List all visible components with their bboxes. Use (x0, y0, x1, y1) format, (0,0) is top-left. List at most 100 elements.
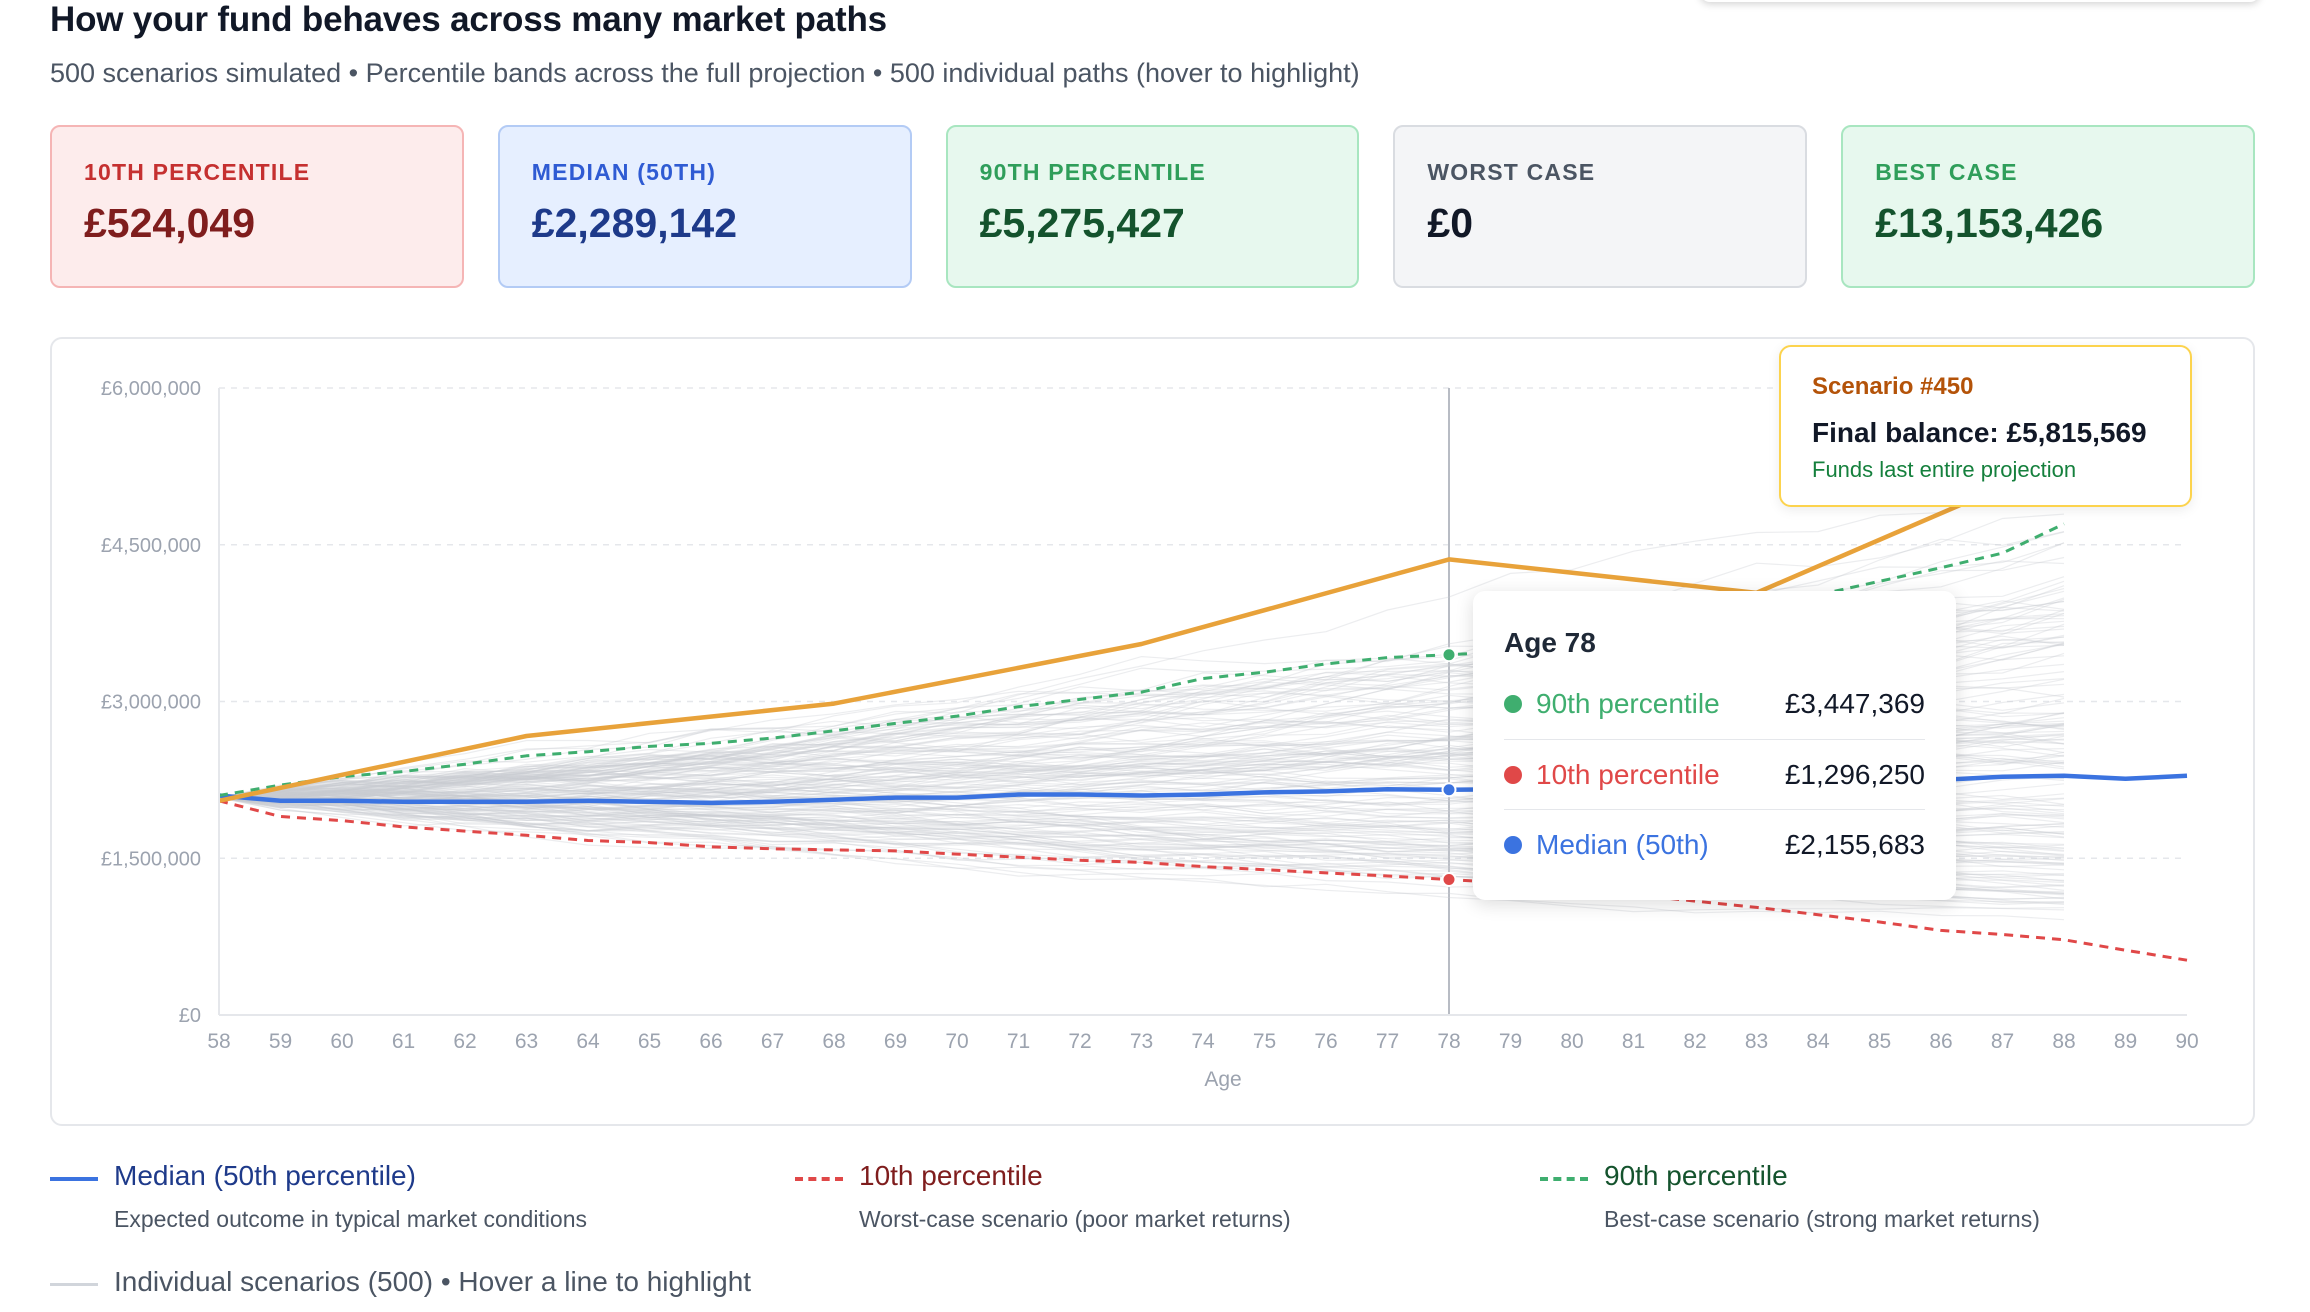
tooltip-row-label: 10th percentile (1536, 758, 1720, 790)
x-tick-label: 72 (1068, 1030, 1091, 1053)
grid-lines (219, 387, 2187, 1015)
x-tick-label: 74 (1191, 1030, 1215, 1053)
dot-icon (1504, 695, 1522, 713)
axes: £0 £1,500,000 £3,000,000 £4,500,000 £6,000,0… (101, 378, 2199, 1091)
tooltip-row-value: £2,155,683 (1784, 828, 1925, 860)
overlay-panel-edge (1700, 0, 2260, 2)
y-tick-label: £1,500,000 (101, 848, 201, 870)
x-tick-label: 80 (1560, 1030, 1583, 1053)
legend-label: 90th percentile (1604, 1160, 1788, 1191)
legend-item-90th[interactable]: 90th percentile Best-case scenario (stro… (1540, 1160, 2240, 1240)
legend-line-swatch (50, 1177, 98, 1181)
scenario-final-balance: Final balance: £5,815,569 (1812, 417, 2147, 448)
scenario-path (218, 797, 2065, 921)
page-title: How your fund behaves across many market… (50, 0, 887, 39)
card-label: WORST CASE (1427, 159, 1596, 185)
card-value: £2,289,142 (531, 200, 737, 246)
x-tick-label: 61 (392, 1030, 415, 1053)
x-tick-label: 76 (1314, 1030, 1337, 1053)
x-axis-label: Age (1204, 1068, 1241, 1091)
card-best-case: BEST CASE £13,153,426 (1841, 125, 2255, 288)
legend-label: Individual scenarios (500) • Hover a lin… (114, 1266, 752, 1297)
scenario-path (218, 513, 2065, 800)
age-tooltip-title: Age 78 (1504, 627, 1596, 658)
x-tick-label: 81 (1622, 1030, 1645, 1053)
tooltip-row-label: Median (50th) (1536, 828, 1709, 860)
dot-icon (1504, 835, 1522, 854)
legend-description: Expected outcome in typical market condi… (114, 1206, 588, 1232)
legend-item-median[interactable]: Median (50th percentile) Expected outcom… (50, 1160, 790, 1240)
x-tick-label: 62 (453, 1030, 476, 1053)
hover-point (1441, 872, 1457, 888)
x-tick-label: 64 (576, 1030, 600, 1053)
y-tick-label: £4,500,000 (101, 535, 201, 557)
tooltip-row-10th: 10th percentile £1,296,250 (1504, 739, 1925, 809)
x-tick-label: 71 (1007, 1030, 1030, 1053)
hover-point (1441, 647, 1457, 663)
x-tick-label: 58 (207, 1030, 230, 1053)
x-tick-label: 77 (1376, 1030, 1399, 1053)
dot-icon (1504, 765, 1522, 784)
x-tick-label: 75 (1253, 1030, 1276, 1053)
x-tick-label: 66 (699, 1030, 722, 1053)
x-tick-label: 86 (1929, 1030, 1952, 1053)
x-tick-label: 82 (1683, 1030, 1706, 1053)
x-tick-label: 69 (884, 1030, 907, 1053)
card-value: £5,275,427 (979, 200, 1185, 246)
card-90th-percentile: 90TH PERCENTILE £5,275,427 (945, 125, 1360, 288)
x-tick-label: 78 (1437, 1030, 1460, 1053)
card-value: £0 (1427, 200, 1473, 246)
tooltip-row-value: £3,447,369 (1784, 688, 1925, 719)
x-tick-label: 88 (2052, 1030, 2075, 1053)
x-tick-label: 85 (1868, 1030, 1891, 1053)
legend-line-swatch (1540, 1177, 1588, 1181)
hover-point (1441, 782, 1457, 798)
tooltip-row-label: 90th percentile (1536, 688, 1720, 719)
card-value: £13,153,426 (1875, 200, 2104, 246)
card-label: 90TH PERCENTILE (979, 159, 1206, 185)
legend-item-individual[interactable]: Individual scenarios (500) • Hover a lin… (50, 1266, 950, 1306)
tooltip-row-value: £1,296,250 (1784, 758, 1925, 790)
scenario-chart[interactable]: £0 £1,500,000 £3,000,000 £4,500,000 £6,000,0… (0, 0, 2310, 1140)
card-label: MEDIAN (50TH) (531, 159, 717, 185)
tooltip-row-90th: 90th percentile £3,447,369 (1504, 669, 1925, 739)
legend-item-10th[interactable]: 10th percentile Worst-case scenario (poo… (795, 1160, 1535, 1240)
legend-label: Median (50th percentile) (114, 1160, 416, 1191)
scenario-path (218, 454, 2065, 799)
x-tick-label: 63 (515, 1030, 538, 1053)
x-tick-label: 65 (638, 1030, 661, 1053)
legend-line-swatch (50, 1283, 98, 1286)
y-tick-label: £0 (179, 1005, 201, 1027)
x-tick-label: 90 (2175, 1030, 2198, 1053)
card-median: MEDIAN (50TH) £2,289,142 (497, 125, 912, 288)
x-tick-label: 89 (2114, 1030, 2137, 1053)
y-tick-label: £3,000,000 (101, 692, 201, 714)
page-subtitle: 500 scenarios simulated • Percentile ban… (50, 58, 1360, 88)
x-tick-label: 67 (761, 1030, 784, 1053)
chart-legend: Median (50th percentile) Expected outcom… (50, 1160, 2255, 1312)
y-tick-label: £6,000,000 (101, 378, 201, 400)
x-tick-label: 70 (945, 1030, 968, 1053)
legend-description: Best-case scenario (strong market return… (1604, 1206, 2040, 1232)
tooltip-row-median: Median (50th) £2,155,683 (1504, 809, 1925, 879)
card-label: 10TH PERCENTILE (84, 159, 311, 185)
x-tick-label: 79 (1499, 1030, 1522, 1053)
x-tick-label: 84 (1806, 1030, 1830, 1053)
scenario-tooltip: Scenario #450 Final balance: £5,815,569 … (1779, 345, 2192, 507)
hover-markers (1441, 647, 1457, 888)
summary-cards: 10TH PERCENTILE £524,049 MEDIAN (50TH) £… (50, 125, 2255, 288)
x-tick-label: 60 (330, 1030, 353, 1053)
legend-label: 10th percentile (859, 1160, 1043, 1191)
x-tick-label: 59 (269, 1030, 292, 1053)
x-tick-label: 68 (822, 1030, 845, 1053)
scenario-note: Funds last entire projection (1812, 457, 2077, 482)
card-10th-percentile: 10TH PERCENTILE £524,049 (50, 125, 464, 288)
age-tooltip: Age 78 90th percentile £3,447,369 10th p… (1473, 591, 1956, 900)
legend-description: Worst-case scenario (poor market returns… (859, 1206, 1291, 1232)
card-label: BEST CASE (1875, 159, 2018, 185)
card-worst-case: WORST CASE £0 (1393, 125, 1808, 288)
x-tick-label: 87 (1991, 1030, 2014, 1053)
x-tick-label: 73 (1130, 1030, 1153, 1053)
legend-line-swatch (795, 1177, 843, 1181)
90th-percentile-line (218, 522, 2065, 797)
